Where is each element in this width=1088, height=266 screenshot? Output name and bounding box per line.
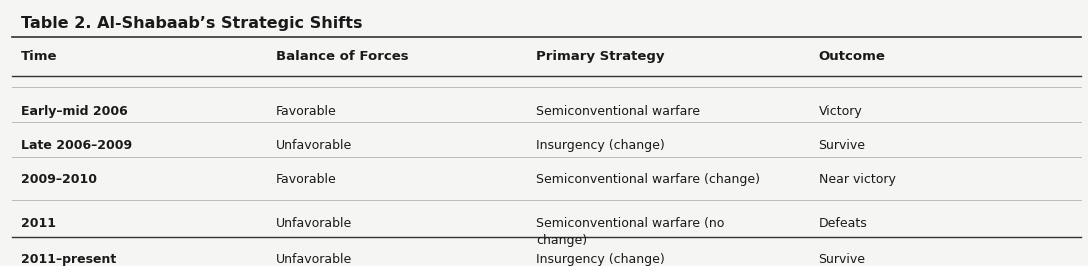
Text: Victory: Victory — [818, 105, 863, 118]
Text: 2011–present: 2011–present — [21, 253, 116, 266]
Text: Late 2006–2009: Late 2006–2009 — [21, 139, 132, 152]
Text: Semiconventional warfare (no
change): Semiconventional warfare (no change) — [536, 217, 725, 247]
Text: Time: Time — [21, 50, 58, 63]
Text: Insurgency (change): Insurgency (change) — [536, 253, 665, 266]
Text: Unfavorable: Unfavorable — [276, 253, 353, 266]
Text: Defeats: Defeats — [818, 217, 867, 230]
Text: Near victory: Near victory — [818, 173, 895, 186]
Text: Survive: Survive — [818, 139, 866, 152]
Text: 2011: 2011 — [21, 217, 55, 230]
Text: Favorable: Favorable — [276, 105, 336, 118]
Text: Early–mid 2006: Early–mid 2006 — [21, 105, 127, 118]
Text: Insurgency (change): Insurgency (change) — [536, 139, 665, 152]
Text: Table 2. Al-Shabaab’s Strategic Shifts: Table 2. Al-Shabaab’s Strategic Shifts — [21, 16, 362, 31]
Text: Semiconventional warfare: Semiconventional warfare — [536, 105, 701, 118]
Text: Primary Strategy: Primary Strategy — [536, 50, 665, 63]
Text: Outcome: Outcome — [818, 50, 886, 63]
Text: Favorable: Favorable — [276, 173, 336, 186]
Text: Semiconventional warfare (change): Semiconventional warfare (change) — [536, 173, 761, 186]
Text: Balance of Forces: Balance of Forces — [276, 50, 409, 63]
Text: 2009–2010: 2009–2010 — [21, 173, 97, 186]
Text: Survive: Survive — [818, 253, 866, 266]
Text: Unfavorable: Unfavorable — [276, 139, 353, 152]
Text: Unfavorable: Unfavorable — [276, 217, 353, 230]
